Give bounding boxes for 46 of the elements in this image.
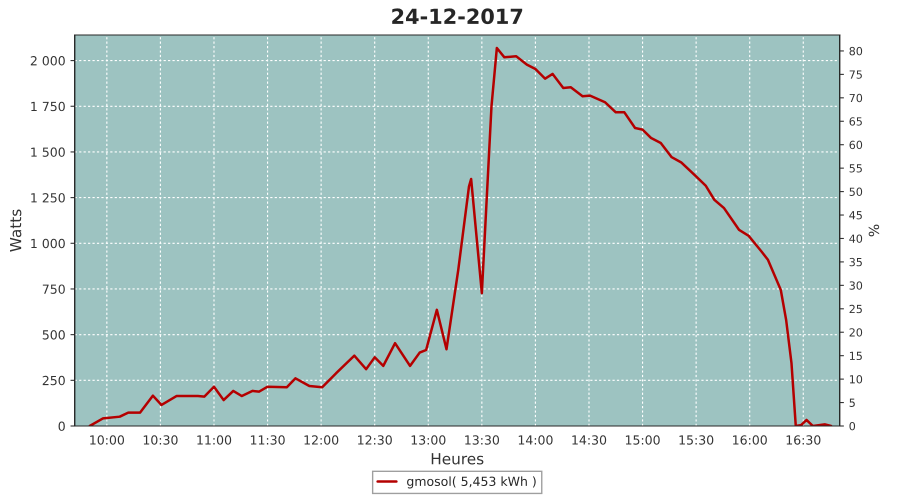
y2-tick-label: 45 (849, 211, 862, 220)
y2-tick-label: 60 (850, 140, 862, 150)
y-tick-label: 500 (42, 330, 65, 340)
y2-tick-label: 15 (850, 352, 862, 360)
y2-tick-label: 0 (849, 422, 856, 430)
y2-tick-label: 20 (850, 328, 862, 337)
x-tick-label: 14:30 (572, 435, 606, 445)
x-tick-label: 12:30 (358, 435, 392, 445)
y-tick-label: 250 (42, 376, 65, 386)
line-series (88, 46, 832, 426)
x-tick-label: 13:30 (465, 435, 500, 445)
chart-title: 24-12-2017 (392, 8, 522, 24)
x-tick-label: 11:00 (197, 435, 232, 445)
y-tick-label: 1 250 (31, 193, 65, 203)
y-tick-label: 0 (58, 421, 65, 431)
y2-tick-label: 50 (850, 188, 862, 196)
x-tick-label: 15:30 (679, 435, 714, 445)
y-axis-title: Watts (10, 210, 22, 252)
y-tick-label: 750 (42, 284, 65, 294)
y2-tick-label: 40 (849, 234, 862, 243)
x-tick-label: 10:30 (144, 435, 178, 445)
x-tick-label: 11:30 (250, 435, 285, 445)
x-tick-label: 15:00 (626, 435, 660, 445)
x-tick-label: 10:00 (90, 435, 124, 445)
x-tick-label: 16:00 (733, 435, 767, 445)
x-tick-label: 13:00 (412, 435, 446, 445)
y2-tick-label: 80 (849, 46, 862, 56)
y-tick-label: 2 000 (30, 56, 65, 66)
y2-tick-label: 70 (850, 94, 862, 102)
y2-tick-label: 35 (850, 258, 862, 266)
y2-tick-label: 55 (850, 164, 862, 173)
x-tick-label: 12:00 (304, 435, 338, 445)
x-tick-label: 16:30 (786, 435, 820, 445)
y2-axis-title: % (868, 224, 880, 236)
y-tick-label: 1 000 (31, 238, 65, 248)
x-tick-label: 14:00 (518, 435, 553, 445)
y2-tick-label: 25 (850, 304, 862, 314)
y-tick-label: 1 500 (31, 147, 65, 157)
legend-label: gmosol( 5,453 kWh ) (407, 476, 536, 488)
y2-tick-label: 5 (850, 398, 855, 407)
y2-tick-label: 10 (850, 375, 862, 384)
y2-tick-label: 30 (850, 281, 862, 290)
y2-tick-label: 75 (850, 70, 862, 79)
y2-tick-label: 65 (850, 117, 862, 126)
x-axis-title: Heures (432, 453, 484, 465)
y-tick-label: 1 750 (31, 102, 65, 112)
